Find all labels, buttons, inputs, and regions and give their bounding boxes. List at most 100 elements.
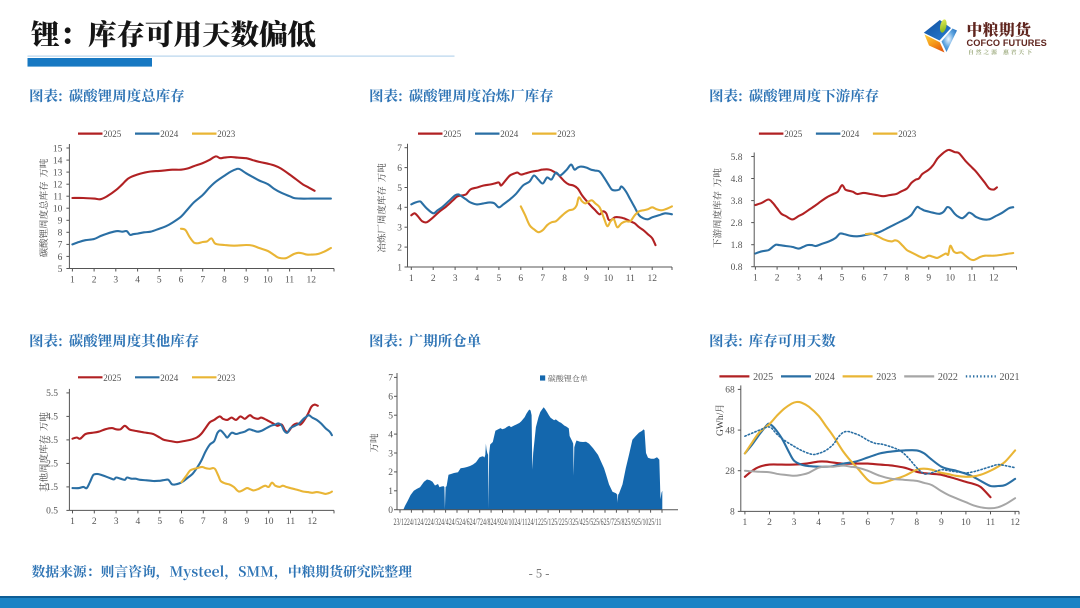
svg-text:2021: 2021 (1000, 372, 1020, 383)
svg-text:5.8: 5.8 (731, 153, 743, 163)
svg-text:3: 3 (114, 517, 119, 527)
svg-text:2024: 2024 (841, 129, 860, 139)
svg-text:10: 10 (264, 517, 274, 527)
svg-text:10: 10 (263, 275, 273, 285)
svg-text:2: 2 (92, 275, 97, 285)
svg-text:7: 7 (883, 274, 888, 284)
svg-text:13: 13 (53, 168, 63, 178)
svg-text:5: 5 (397, 184, 402, 194)
svg-text:11: 11 (285, 275, 294, 285)
svg-text:8: 8 (222, 275, 227, 285)
svg-text:2: 2 (767, 518, 772, 528)
svg-text:5.5: 5.5 (46, 389, 58, 399)
svg-text:0: 0 (388, 506, 393, 516)
svg-text:4: 4 (818, 274, 823, 284)
svg-text:6: 6 (58, 253, 63, 263)
svg-text:2025: 2025 (103, 373, 122, 383)
svg-text:6: 6 (388, 393, 393, 403)
svg-text:1: 1 (70, 275, 75, 285)
svg-text:9: 9 (245, 517, 250, 527)
svg-text:12: 12 (647, 274, 657, 284)
svg-text:4.5: 4.5 (46, 413, 58, 423)
svg-text:7: 7 (540, 274, 545, 284)
svg-text:2023: 2023 (217, 129, 236, 139)
svg-text:3.8: 3.8 (731, 197, 743, 207)
svg-text:1: 1 (753, 274, 758, 284)
svg-text:3: 3 (113, 275, 118, 285)
svg-text:8: 8 (730, 508, 735, 518)
svg-text:11: 11 (626, 274, 635, 284)
svg-text:0.8: 0.8 (731, 263, 743, 273)
svg-text:2024: 2024 (160, 129, 179, 139)
svg-text:48: 48 (725, 426, 735, 436)
svg-text:3: 3 (453, 274, 458, 284)
svg-text:5: 5 (157, 275, 162, 285)
svg-text:7: 7 (58, 241, 63, 251)
svg-text:4: 4 (397, 204, 402, 214)
svg-text:2025: 2025 (443, 129, 462, 139)
svg-text:2: 2 (388, 468, 393, 478)
svg-text:5: 5 (497, 274, 502, 284)
svg-text:1.8: 1.8 (731, 241, 743, 251)
svg-text:2024: 2024 (815, 372, 835, 383)
svg-text:10: 10 (604, 274, 614, 284)
svg-text:7: 7 (890, 518, 895, 528)
svg-text:12: 12 (53, 181, 63, 191)
svg-text:3: 3 (388, 449, 393, 459)
svg-text:2025: 2025 (784, 129, 803, 139)
svg-text:6: 6 (861, 274, 866, 284)
svg-text:3: 3 (397, 224, 402, 234)
svg-text:4.8: 4.8 (731, 175, 743, 185)
svg-text:10: 10 (961, 518, 971, 528)
svg-text:5: 5 (58, 265, 63, 275)
svg-text:2024: 2024 (500, 129, 519, 139)
svg-text:6: 6 (179, 275, 184, 285)
svg-text:28: 28 (725, 467, 735, 477)
svg-text:11: 11 (286, 517, 295, 527)
svg-text:2: 2 (431, 274, 436, 284)
svg-text:2025: 2025 (753, 372, 773, 383)
svg-text:2023: 2023 (876, 372, 896, 383)
svg-text:68: 68 (725, 386, 735, 396)
svg-text:2.8: 2.8 (731, 219, 743, 229)
svg-text:12: 12 (307, 275, 317, 285)
svg-text:9: 9 (584, 274, 589, 284)
svg-text:10: 10 (53, 205, 63, 215)
svg-text:2: 2 (92, 517, 97, 527)
svg-text:12: 12 (1010, 518, 1020, 528)
svg-text:9: 9 (58, 217, 63, 227)
svg-text:8: 8 (223, 517, 228, 527)
svg-text:10: 10 (946, 274, 956, 284)
svg-text:1: 1 (388, 487, 393, 497)
svg-text:1.5: 1.5 (46, 483, 58, 493)
svg-text:2: 2 (775, 274, 780, 284)
svg-text:4: 4 (388, 430, 393, 440)
svg-text:7: 7 (397, 144, 402, 154)
svg-text:9: 9 (926, 274, 931, 284)
svg-text:5: 5 (388, 412, 393, 422)
svg-text:2022: 2022 (938, 372, 958, 383)
svg-text:8: 8 (905, 274, 910, 284)
svg-text:8: 8 (562, 274, 567, 284)
svg-text:2025: 2025 (103, 129, 122, 139)
svg-text:6: 6 (518, 274, 523, 284)
svg-text:2023: 2023 (217, 373, 236, 383)
svg-text:7: 7 (200, 275, 205, 285)
svg-text:9: 9 (244, 275, 249, 285)
svg-text:23/1224/124/224/324/424/524/62: 23/1224/124/224/324/424/524/624/724/824/… (394, 517, 662, 527)
svg-text:12: 12 (308, 517, 318, 527)
svg-text:5: 5 (840, 274, 845, 284)
svg-text:11: 11 (967, 274, 976, 284)
svg-text:0.5: 0.5 (46, 507, 58, 517)
svg-text:GWh/: GWh/ (716, 412, 726, 436)
svg-text:6: 6 (397, 164, 402, 174)
svg-text:3: 3 (792, 518, 797, 528)
svg-text:12: 12 (989, 274, 999, 284)
svg-text:2.5: 2.5 (46, 460, 58, 470)
svg-text:11: 11 (986, 518, 995, 528)
svg-text:14: 14 (53, 156, 63, 166)
svg-text:- 5 -: - 5 - (529, 567, 550, 581)
svg-text:2: 2 (397, 243, 402, 253)
svg-text:6: 6 (865, 518, 870, 528)
svg-text:5: 5 (841, 518, 846, 528)
